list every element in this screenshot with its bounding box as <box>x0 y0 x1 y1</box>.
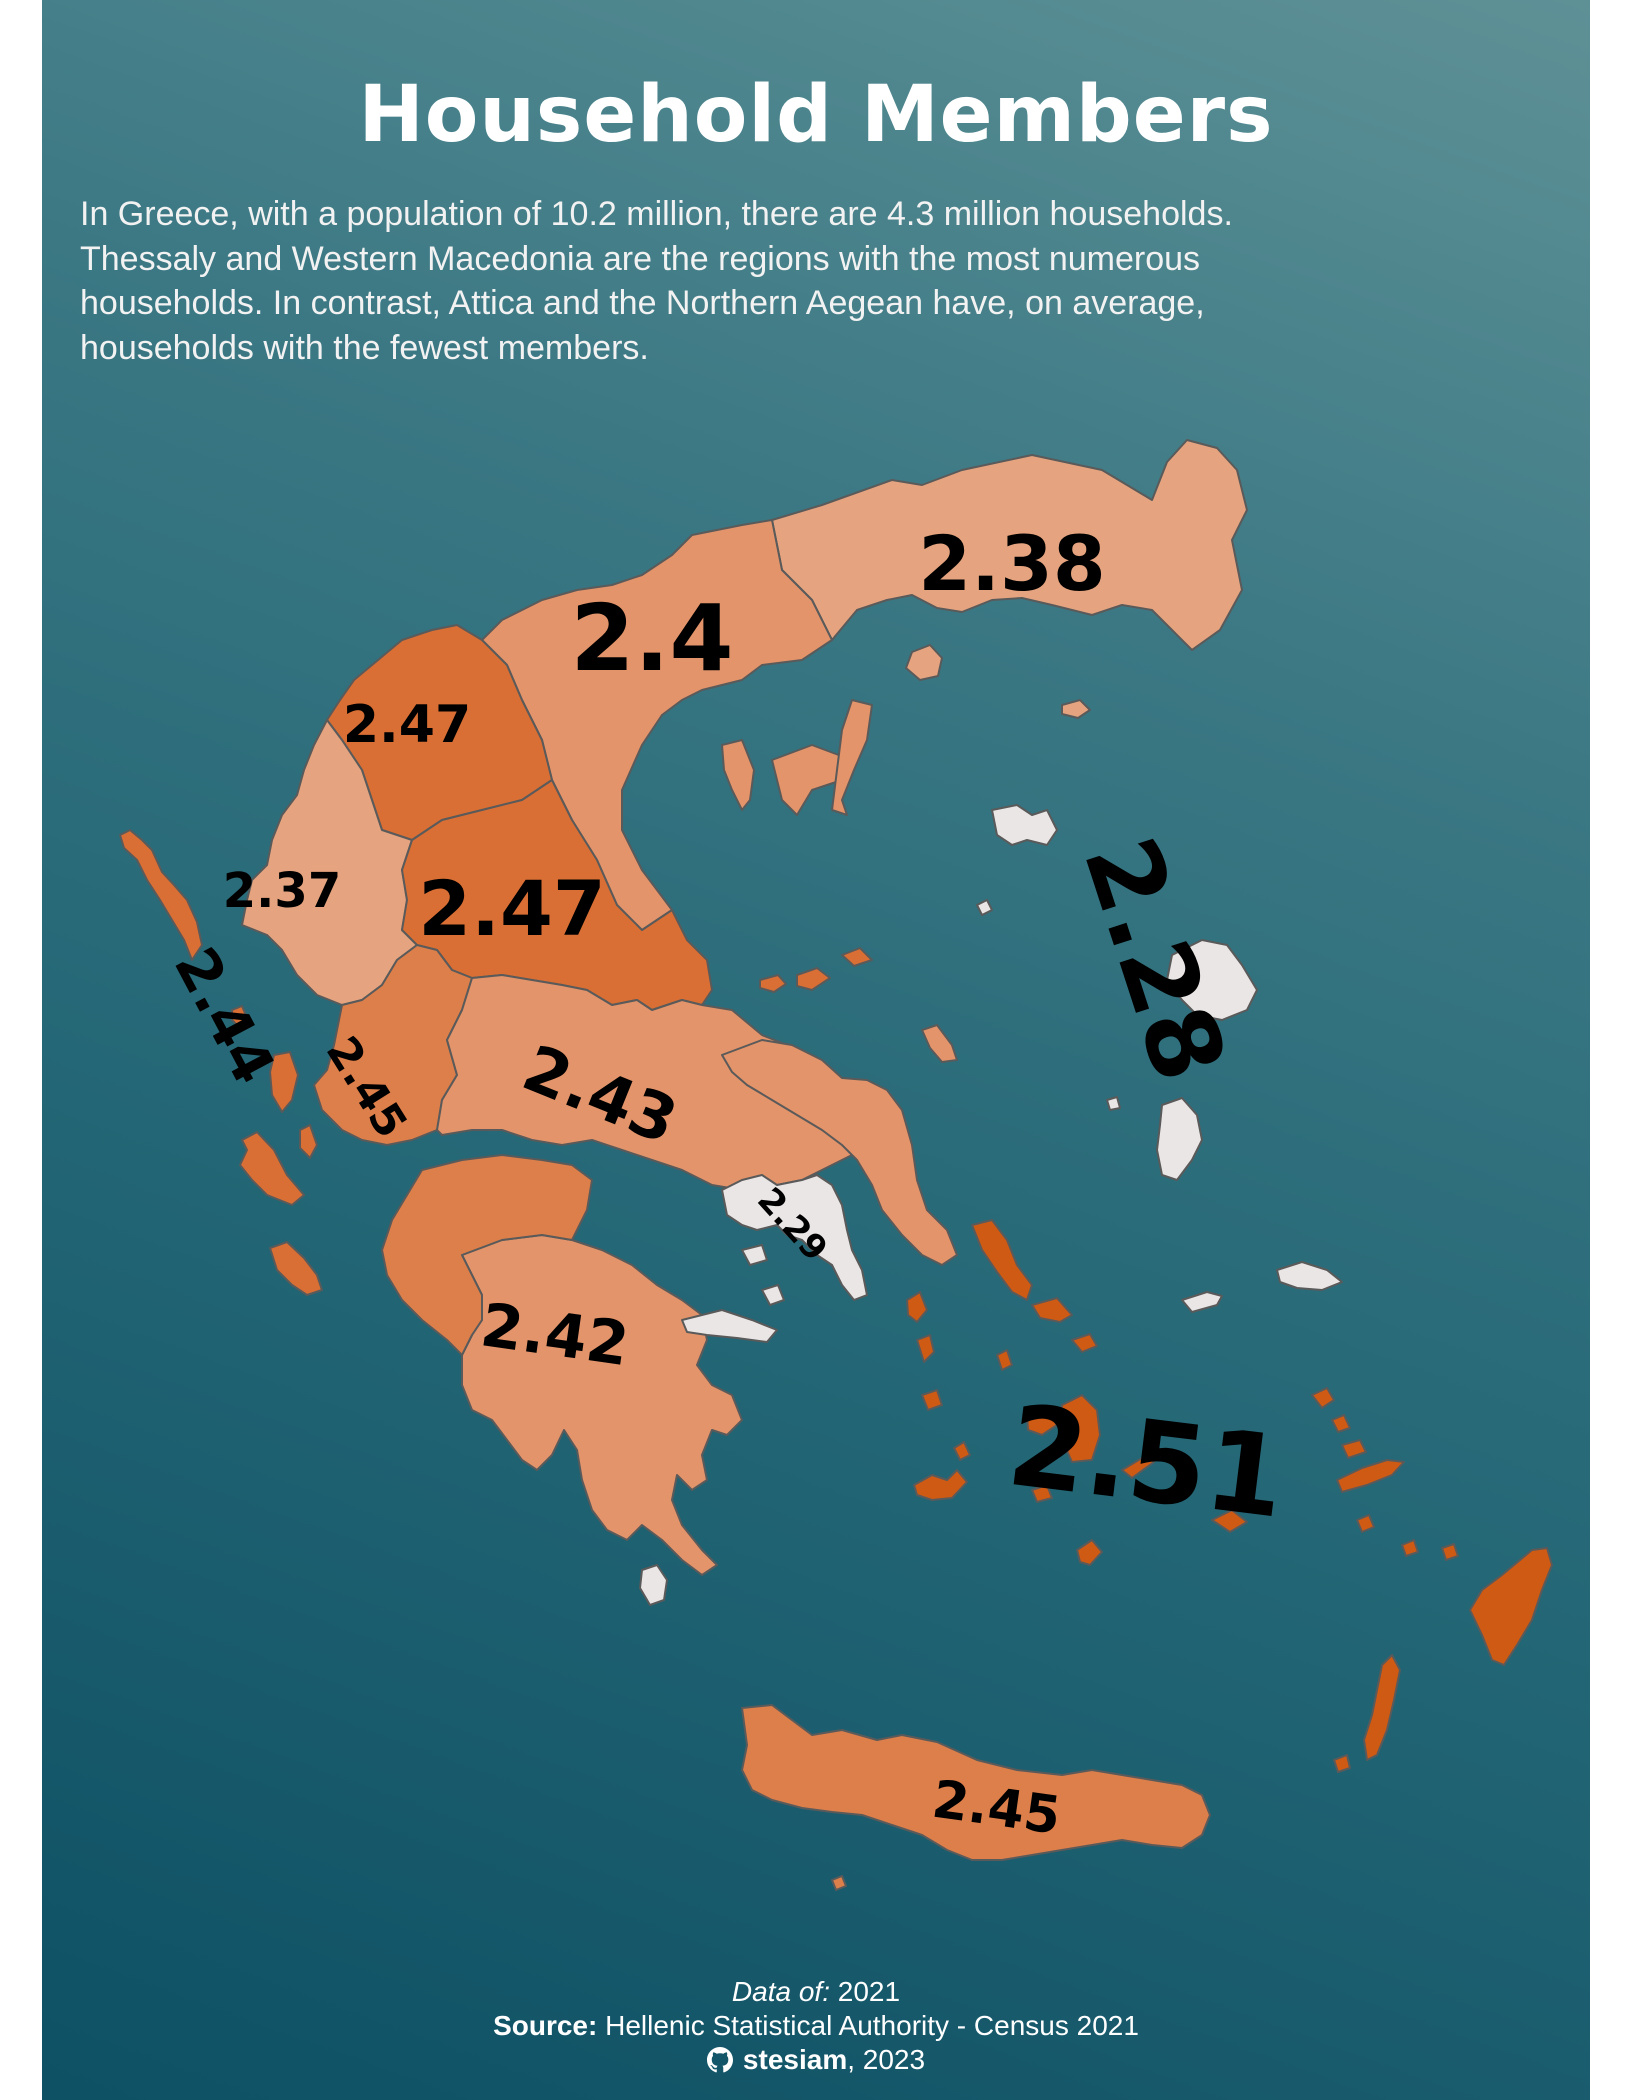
island-rhodes[interactable] <box>1469 1547 1553 1666</box>
island-aegina <box>761 1284 785 1306</box>
island-kythnos <box>916 1334 935 1363</box>
footer-data-of: Data of: 2021 <box>42 1975 1590 2009</box>
island-gavdos <box>831 1875 847 1891</box>
island-corfu[interactable] <box>119 829 203 961</box>
region-epirus[interactable] <box>241 719 418 1006</box>
island-sifnos <box>953 1441 971 1461</box>
peninsula-sithonia <box>771 744 853 816</box>
island-hydra-group <box>681 1309 778 1343</box>
island-lefkada[interactable] <box>269 1051 299 1113</box>
peninsula-athos <box>831 699 873 816</box>
label-central-macedonia: 2.4 <box>571 585 734 692</box>
island-samothrace <box>1061 699 1091 719</box>
island-chios[interactable] <box>1156 1097 1203 1181</box>
island-santorini <box>1076 1539 1103 1566</box>
island-kythira <box>639 1564 668 1606</box>
footer-author: stesiam, 2023 <box>42 2043 1590 2077</box>
island-lesvos[interactable] <box>1166 939 1258 1021</box>
island-milos[interactable] <box>913 1469 968 1501</box>
island-syros <box>996 1349 1013 1371</box>
island-kos[interactable] <box>1336 1459 1405 1493</box>
subtitle-line-1: In Greece, with a population of 10.2 mil… <box>80 195 1233 233</box>
subtitle-line-4: households with the fewest members. <box>80 328 649 367</box>
island-tilos <box>1401 1539 1419 1557</box>
peninsula-kassandra <box>721 739 755 811</box>
source-label: Source: <box>493 2010 598 2041</box>
poster-background: Household Members In Greece, with a popu… <box>42 0 1590 2100</box>
subtitle: In Greece, with a population of 10.2 mil… <box>80 192 1550 370</box>
island-alonissos <box>841 947 873 967</box>
source-value: Hellenic Statistical Authority - Census … <box>605 2010 1139 2041</box>
region-western-greece-peloponnese[interactable] <box>381 1154 593 1356</box>
island-salamina <box>741 1244 768 1266</box>
label-thessaly: 2.47 <box>418 864 606 953</box>
island-kefalonia[interactable] <box>239 1131 305 1206</box>
region-central-greece[interactable] <box>436 974 893 1191</box>
island-mykonos <box>1071 1333 1098 1353</box>
island-patmos-group <box>1311 1387 1335 1409</box>
island-limnos[interactable] <box>991 804 1058 846</box>
island-paxoi <box>231 1005 249 1029</box>
region-peloponnese[interactable] <box>461 1234 743 1576</box>
island-kea <box>906 1291 928 1323</box>
subtitle-line-3: households. In contrast, Attica and the … <box>80 284 1205 322</box>
region-crete[interactable] <box>741 1704 1211 1861</box>
subtitle-line-2: Thessaly and Western Macedonia are the r… <box>80 239 1201 278</box>
island-paros <box>1026 1409 1058 1436</box>
island-symi <box>1441 1543 1459 1561</box>
island-skiathos <box>759 974 787 993</box>
region-east-macedonia-thrace[interactable] <box>771 439 1248 651</box>
island-serifos <box>921 1389 943 1411</box>
island-skopelos <box>796 967 831 991</box>
github-icon[interactable] <box>706 2047 733 2073</box>
island-karpathos[interactable] <box>1363 1654 1401 1761</box>
island-ithaca <box>299 1124 318 1159</box>
greece-map: 2.38 2.4 2.47 2.37 2.47 2.44 2.45 2.43 2… <box>119 439 1553 1891</box>
island-amorgos <box>1121 1454 1155 1479</box>
footer: Data of: 2021 Source: Hellenic Statistic… <box>42 1975 1590 2077</box>
data-of-value: 2021 <box>837 1976 901 2007</box>
region-attica[interactable] <box>721 1174 868 1301</box>
island-psara <box>1106 1096 1121 1111</box>
island-agios-efstratios <box>976 899 993 916</box>
label-south-aegean: 2.51 <box>1002 1381 1292 1544</box>
island-evia[interactable] <box>721 1039 958 1266</box>
island-nisyros <box>1356 1514 1375 1533</box>
island-kalymnos <box>1341 1439 1367 1459</box>
island-thasos <box>905 644 943 681</box>
island-naxos[interactable] <box>1059 1394 1101 1463</box>
label-epirus: 2.37 <box>223 863 341 919</box>
island-astypalaia <box>1211 1509 1248 1533</box>
island-ikaria <box>1181 1291 1223 1313</box>
data-of-label: Data of: <box>731 1976 830 2007</box>
author-name[interactable]: stesiam <box>742 2044 848 2075</box>
island-kasos <box>1333 1754 1351 1773</box>
author-year: , 2023 <box>847 2044 926 2075</box>
island-tinos <box>1031 1297 1073 1323</box>
island-ios <box>1031 1484 1053 1503</box>
label-western-macedonia: 2.47 <box>343 695 471 755</box>
label-east-macedonia-thrace: 2.38 <box>918 519 1106 608</box>
footer-source: Source: Hellenic Statistical Authority -… <box>42 2009 1590 2043</box>
island-leros <box>1331 1414 1351 1433</box>
island-andros[interactable] <box>971 1219 1033 1301</box>
page-title: Household Members <box>358 70 1274 160</box>
label-ionian-islands: 2.44 <box>161 936 288 1094</box>
island-skyros <box>921 1024 958 1063</box>
island-samos[interactable] <box>1276 1261 1343 1291</box>
island-zakynthos[interactable] <box>269 1241 323 1296</box>
